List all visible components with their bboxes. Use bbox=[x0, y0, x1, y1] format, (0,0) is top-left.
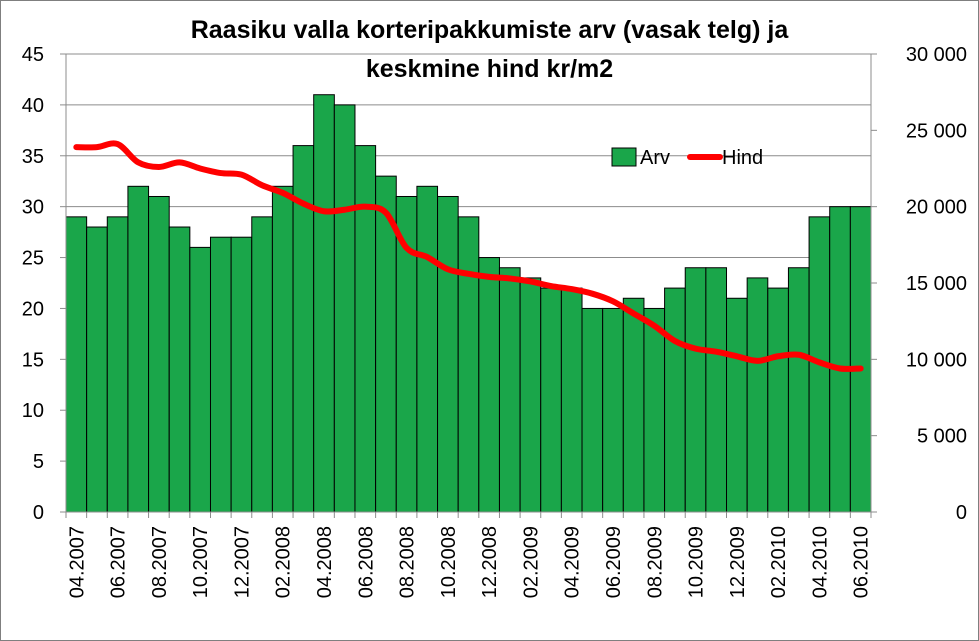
x-tick-label: 06.2010 bbox=[851, 526, 873, 598]
bar-arv-08.2009 bbox=[643, 307, 666, 513]
bar-arv-01.2009 bbox=[498, 267, 521, 513]
x-axis-ticks: 04.2007 06.2007 08.2007 10.2007 12.2007 02.20… bbox=[65, 512, 873, 598]
bar-arv-05.2010 bbox=[829, 206, 851, 513]
x-tick-label: 02.2008 bbox=[273, 526, 295, 598]
x-tick-label: 12.2008 bbox=[479, 526, 501, 598]
bar-arv-09.2007 bbox=[168, 226, 191, 513]
left-tick-label: 35 bbox=[22, 146, 44, 168]
bar-arv-11.2007 bbox=[209, 236, 232, 513]
left-tick-label: 5 bbox=[33, 451, 44, 473]
legend-arv-swatch bbox=[611, 147, 637, 167]
bar-arv-04.2007 bbox=[65, 216, 88, 513]
bar-arv-09.2009 bbox=[664, 287, 686, 513]
x-tick-label: 08.2009 bbox=[644, 526, 666, 598]
x-tick-label: 10.2007 bbox=[190, 526, 212, 598]
left-tick-label: 25 bbox=[22, 248, 44, 270]
right-tick-label: 30 000 bbox=[906, 44, 967, 66]
bar-arv-07.2009 bbox=[622, 297, 645, 513]
left-tick-label: 45 bbox=[22, 44, 44, 66]
legend: Arv Hind bbox=[611, 147, 763, 169]
bar-arv-11.2008 bbox=[457, 216, 480, 513]
left-tick-label: 15 bbox=[22, 349, 44, 371]
x-tick-label: 10.2008 bbox=[438, 526, 460, 598]
legend-arv-label: Arv bbox=[640, 147, 670, 169]
right-tick-label: 10 000 bbox=[906, 349, 967, 371]
x-tick-label: 08.2007 bbox=[149, 526, 171, 598]
x-tick-label: 02.2010 bbox=[768, 526, 790, 598]
bar-arv-02.2009 bbox=[519, 277, 542, 513]
x-tick-label: 10.2009 bbox=[686, 526, 708, 598]
right-axis-ticks: 0 5 000 10 000 15 000 20 000 25 000 30 000 bbox=[871, 44, 967, 524]
bar-arv-12.2007 bbox=[230, 236, 253, 513]
bar-arv-09.2008 bbox=[416, 185, 439, 513]
x-tick-label: 08.2008 bbox=[397, 526, 419, 598]
bar-arv-02.2010 bbox=[767, 287, 789, 513]
x-tick-label: 02.2009 bbox=[520, 526, 542, 598]
bar-arv-01.2008 bbox=[251, 216, 273, 513]
arv-bars bbox=[65, 94, 872, 513]
bar-arv-06.2008 bbox=[354, 145, 377, 513]
right-tick-label: 20 000 bbox=[906, 197, 967, 219]
bar-arv-06.2007 bbox=[106, 216, 129, 513]
bar-arv-03.2010 bbox=[787, 267, 810, 513]
bar-arv-02.2008 bbox=[271, 185, 294, 513]
bar-arv-05.2008 bbox=[333, 104, 356, 513]
hind-line-layer bbox=[73, 140, 864, 372]
chart-title-line-2: keskmine hind kr/m2 bbox=[365, 55, 614, 83]
x-tick-label: 06.2007 bbox=[108, 526, 130, 598]
bar-arv-01.2010 bbox=[746, 277, 769, 513]
x-tick-label: 04.2009 bbox=[562, 526, 584, 598]
x-tick-label: 12.2007 bbox=[231, 526, 253, 598]
bar-arv-03.2009 bbox=[540, 287, 562, 513]
left-tick-label: 20 bbox=[22, 298, 44, 320]
x-tick-label: 04.2007 bbox=[66, 526, 88, 598]
left-tick-label: 40 bbox=[22, 95, 44, 117]
bar-arv-11.2009 bbox=[705, 267, 728, 513]
bar-arv-05.2009 bbox=[581, 307, 604, 513]
right-tick-label: 15 000 bbox=[906, 273, 967, 295]
x-tick-label: 04.2008 bbox=[314, 526, 336, 598]
left-tick-label: 10 bbox=[22, 400, 44, 422]
bar-arv-10.2008 bbox=[437, 195, 459, 513]
left-tick-label: 0 bbox=[33, 502, 44, 524]
bar-arv-05.2007 bbox=[86, 226, 108, 513]
bar-arv-04.2009 bbox=[560, 287, 583, 513]
bar-arv-10.2009 bbox=[684, 267, 707, 513]
left-axis-ticks: 0 5 10 15 20 25 30 35 40 45 bbox=[22, 44, 66, 524]
x-tick-label: 04.2010 bbox=[809, 526, 831, 598]
x-tick-label: 12.2009 bbox=[727, 526, 749, 598]
right-tick-label: 5 000 bbox=[917, 426, 967, 448]
bar-arv-06.2010 bbox=[849, 206, 872, 513]
left-tick-label: 30 bbox=[22, 197, 44, 219]
chart-title-line-1: Raasiku valla korteripakkumiste arv (vas… bbox=[190, 16, 789, 44]
bar-arv-07.2007 bbox=[127, 185, 150, 513]
bar-arv-04.2008 bbox=[313, 94, 335, 513]
bar-arv-12.2009 bbox=[726, 297, 748, 513]
legend-hind-label: Hind bbox=[722, 147, 763, 169]
bar-arv-08.2007 bbox=[148, 195, 170, 513]
bar-arv-12.2008 bbox=[478, 257, 500, 513]
bar-arv-06.2009 bbox=[602, 307, 624, 513]
bar-arv-10.2007 bbox=[189, 246, 211, 513]
right-tick-label: 0 bbox=[956, 502, 967, 524]
x-tick-label: 06.2009 bbox=[603, 526, 625, 598]
right-tick-label: 25 000 bbox=[906, 120, 967, 142]
x-tick-label: 06.2008 bbox=[355, 526, 377, 598]
